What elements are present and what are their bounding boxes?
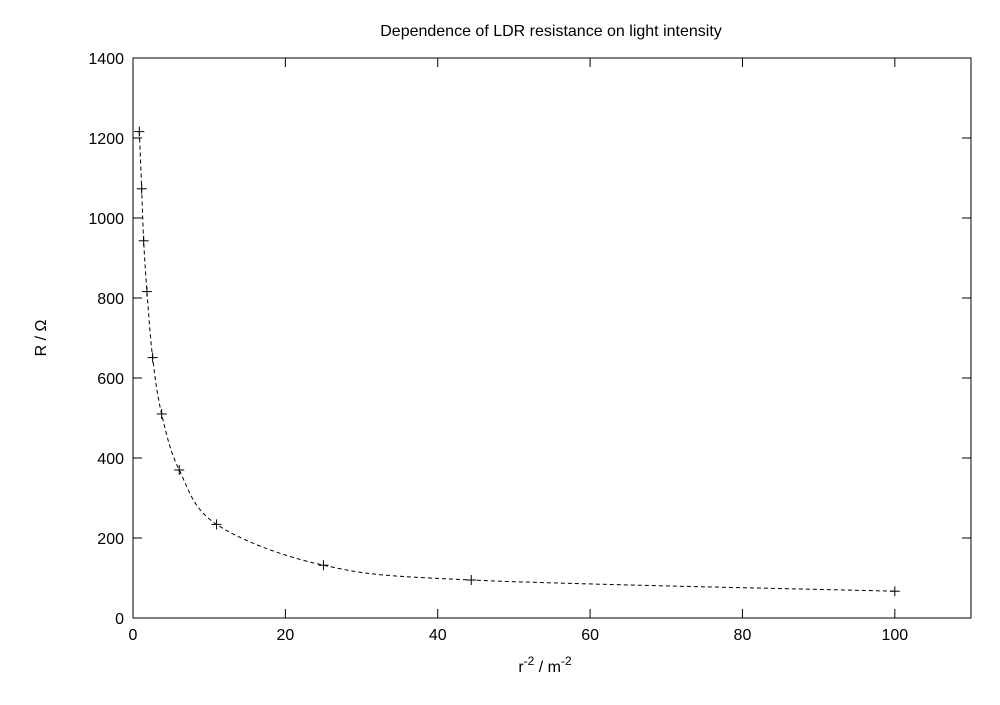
y-tick-label: 1000: [88, 211, 124, 228]
data-point: [174, 465, 185, 475]
y-tick-label: 400: [97, 451, 124, 468]
y-tick-label: 1200: [88, 131, 124, 148]
data-point: [141, 286, 152, 297]
chart-title: Dependence of LDR resistance on light in…: [380, 23, 722, 40]
x-axis-label: r-2 / m-2: [518, 654, 572, 676]
data-point: [147, 352, 158, 363]
x-tick-label: 60: [581, 627, 599, 644]
data-point: [156, 409, 167, 419]
y-tick-label: 600: [97, 371, 124, 388]
y-tick-label: 200: [97, 531, 124, 548]
y-axis-label: R / Ω: [33, 320, 50, 357]
data-point: [211, 519, 222, 530]
fit-curve: [138, 131, 895, 592]
y-tick-label: 0: [115, 611, 124, 628]
y-tick-label: 1400: [88, 51, 124, 68]
x-tick-label: 100: [881, 627, 908, 644]
x-tick-label: 40: [429, 627, 447, 644]
x-tick-label: 20: [276, 627, 294, 644]
data-point: [134, 126, 145, 137]
x-tick-label: 0: [129, 627, 138, 644]
data-point: [136, 183, 147, 194]
data-point: [466, 575, 477, 585]
y-tick-label: 800: [97, 291, 124, 308]
data-point: [889, 586, 900, 597]
x-tick-label: 80: [734, 627, 752, 644]
data-point: [318, 560, 329, 571]
plot-frame: [132, 57, 972, 619]
data-point: [138, 235, 149, 246]
